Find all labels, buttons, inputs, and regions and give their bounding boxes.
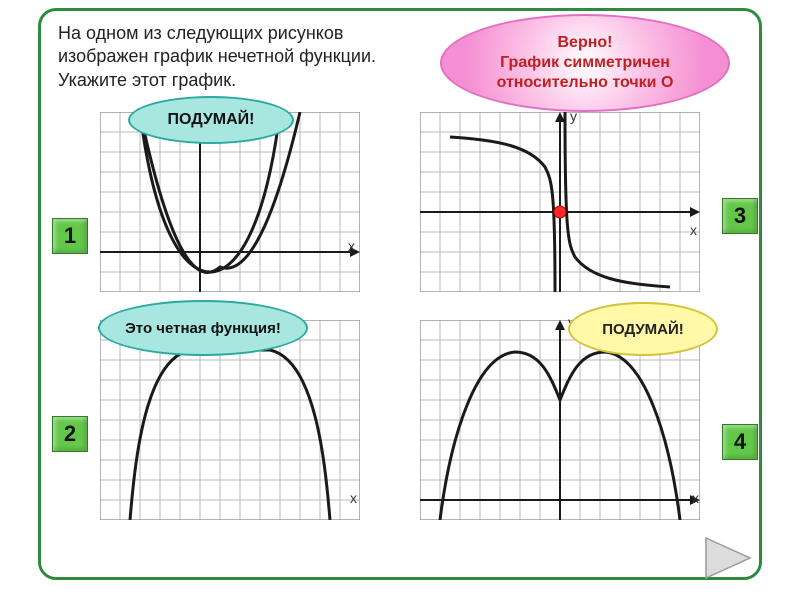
even-bubble: Это четная функция! — [98, 300, 308, 356]
correct-line2: График симметричен относительно точки О — [448, 53, 722, 93]
question-text: На одном из следующих рисунков изображен… — [58, 22, 438, 92]
option-3-button[interactable]: 3 — [722, 198, 758, 234]
option-4-button[interactable]: 4 — [722, 424, 758, 460]
option-3-label: 3 — [734, 203, 746, 229]
even-bubble-text: Это четная функция! — [125, 320, 281, 337]
correct-line1: Верно! — [448, 33, 722, 53]
option-1-label: 1 — [64, 223, 76, 249]
option-2-button[interactable]: 2 — [52, 416, 88, 452]
chart1-x-label: x — [348, 238, 355, 254]
chart3-x-label: x — [690, 222, 697, 238]
correct-bubble: Верно! График симметричен относительно т… — [440, 14, 730, 112]
next-slide-button[interactable] — [702, 534, 754, 582]
option-1-button[interactable]: 1 — [52, 218, 88, 254]
chart-3 — [420, 112, 700, 292]
think-bubble-2: ПОДУМАЙ! — [568, 302, 718, 356]
chart4-x-label: x — [692, 490, 699, 506]
think-bubble-2-text: ПОДУМАЙ! — [602, 321, 684, 338]
option-4-label: 4 — [734, 429, 746, 455]
option-2-label: 2 — [64, 421, 76, 447]
think-bubble-1-text: ПОДУМАЙ! — [168, 111, 255, 129]
chart3-y-label: y — [570, 108, 577, 124]
think-bubble-1: ПОДУМАЙ! — [128, 96, 294, 144]
chart2-x-label: x — [350, 490, 357, 506]
